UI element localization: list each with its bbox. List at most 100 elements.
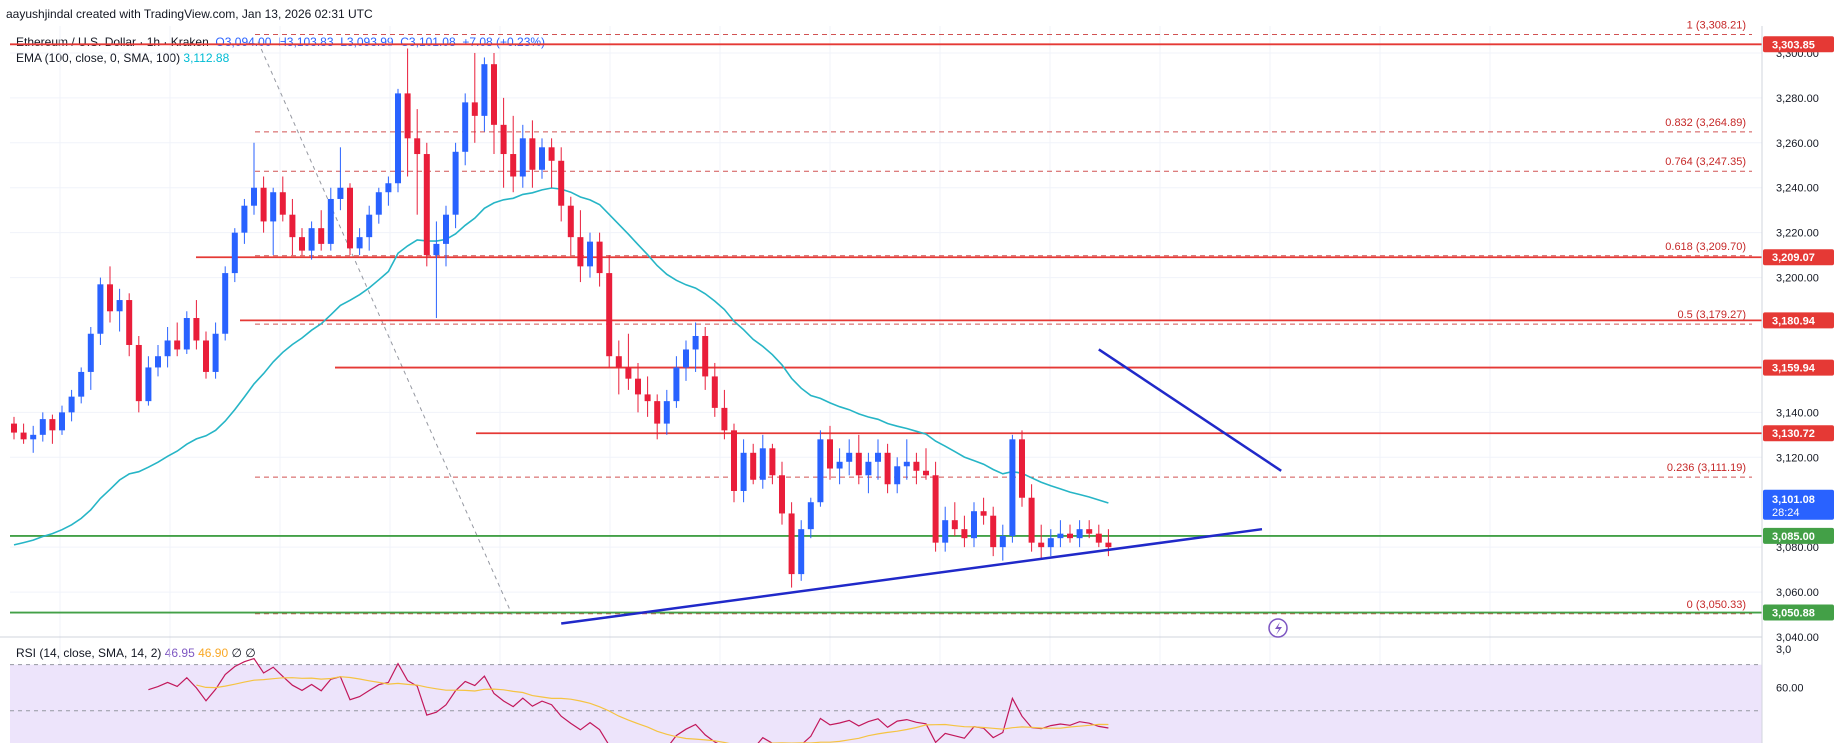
attribution-text: aayushjindal created with TradingView.co…: [6, 7, 373, 21]
candle-body: [423, 154, 430, 256]
chart-misc: [1268, 618, 1288, 638]
candle-body: [836, 461, 843, 469]
candle-body: [971, 511, 977, 539]
level-tag: [1763, 425, 1834, 442]
high-value: H3,103.83: [278, 35, 334, 49]
ema-value: 3,112.88: [183, 51, 230, 65]
candle-body: [347, 187, 353, 249]
level-tag: [1763, 359, 1834, 376]
candle-body: [980, 511, 987, 516]
candle-body: [567, 205, 574, 238]
candle-body: [356, 237, 363, 249]
candle-body: [596, 241, 603, 274]
price-axis: 3,300.00 3,280.00 3,260.00 3,240.00 3,220.00…: [1761, 26, 1835, 743]
candle-body: [1028, 497, 1035, 543]
candle-body: [68, 396, 75, 413]
candle-body: [491, 64, 497, 125]
candle-body: [174, 340, 181, 350]
candle-body: [414, 138, 421, 155]
candle-body: [337, 187, 344, 199]
candle-body: [39, 419, 46, 435]
candle-body: [615, 356, 622, 368]
symbol-name[interactable]: Ethereum / U.S. Dollar · 1h · Kraken: [16, 35, 209, 49]
candle-body: [366, 214, 373, 238]
ema-label: EMA (100, close, 0, SMA, 100): [16, 51, 181, 65]
open-value: O3,094.00: [215, 35, 272, 49]
candle-body: [865, 461, 872, 476]
candle-body: [932, 475, 939, 543]
candle-body: [779, 475, 785, 514]
trendline: [1098, 348, 1282, 472]
fib-label: 0.618 (3,209.70): [1665, 241, 1746, 253]
y-tick-label: 3,300.00: [1776, 48, 1819, 60]
ema-line: [13, 187, 1109, 546]
candle-body: [116, 300, 123, 312]
candle-body: [155, 356, 161, 368]
candle-body: [87, 333, 94, 372]
rsi-band: [10, 664, 1762, 743]
fib-label: 0.236 (3,111.19): [1667, 462, 1746, 474]
candle-body: [97, 284, 104, 334]
level-tag-text: 3,085.00: [1772, 531, 1815, 543]
ema-legend[interactable]: EMA (100, close, 0, SMA, 100) 3,112.88: [16, 51, 229, 65]
candle-body: [49, 419, 56, 431]
rsi-line: [148, 657, 1109, 743]
candle-body: [135, 344, 142, 402]
current-price-text: 3,101.08: [1772, 494, 1815, 506]
candle-body: [375, 192, 382, 215]
candle-body: [731, 430, 737, 491]
candle-body: [750, 452, 757, 480]
candle-body: [471, 102, 478, 116]
fib-label: 0.5 (3,179.27): [1678, 309, 1747, 321]
candle-body: [1105, 542, 1112, 548]
candle-body: [721, 407, 728, 431]
candle-body: [807, 502, 814, 530]
candle-body: [702, 335, 709, 377]
candle-body: [203, 340, 209, 372]
candle-body: [606, 273, 613, 357]
candle-body: [395, 93, 401, 184]
rsi-label: RSI (14, close, SMA, 14, 2): [16, 646, 162, 660]
top-bar: aayushjindal created with TradingView.co…: [0, 0, 1835, 26]
candle-body: [990, 515, 997, 548]
level-tag: [1763, 527, 1834, 544]
candle-body: [788, 513, 795, 575]
candle-body: [270, 192, 277, 222]
candle-body: [654, 401, 661, 424]
rsi-ma-value: 46.90: [198, 646, 229, 660]
rsi-pane: [0, 636, 1835, 743]
candle-body: [385, 183, 392, 193]
y-tick-label: 3,280.00: [1776, 93, 1819, 105]
candle-body: [740, 452, 747, 491]
y-tick-label: 3,120.00: [1776, 452, 1819, 464]
candle-body: [1019, 439, 1025, 498]
candle-body: [587, 241, 593, 267]
low-value: L3,093.99: [340, 35, 394, 49]
countdown-text: 28:24: [1772, 507, 1800, 519]
candle-body: [251, 187, 257, 206]
current-price-tag: [1763, 489, 1834, 520]
lightning-bolt: [1275, 622, 1282, 636]
candle-body: [433, 243, 440, 256]
candle-body: [30, 434, 37, 440]
candle-body: [1047, 538, 1054, 548]
candle-body: [625, 367, 632, 379]
fib-label: 0.832 (3,264.89): [1665, 117, 1746, 129]
candle-body: [817, 439, 824, 503]
fib-label: 0 (3,050.33): [1687, 599, 1746, 611]
candle-body: [308, 228, 315, 251]
candle-body: [1076, 529, 1083, 539]
candle-body: [999, 535, 1006, 548]
rsi-ma-line: [196, 676, 1109, 743]
horizontal-levels: [10, 43, 1762, 614]
candle-body: [903, 461, 910, 467]
level-tag: [1763, 249, 1834, 266]
close-value: C3,101.08: [400, 35, 456, 49]
trendlines: [561, 348, 1282, 625]
candle-body: [711, 376, 718, 408]
candle-body: [951, 520, 958, 530]
candle-body: [683, 349, 689, 368]
rsi-legend[interactable]: RSI (14, close, SMA, 14, 2) 46.95 46.90 …: [16, 646, 256, 660]
level-tag-text: 3,303.85: [1772, 39, 1815, 51]
